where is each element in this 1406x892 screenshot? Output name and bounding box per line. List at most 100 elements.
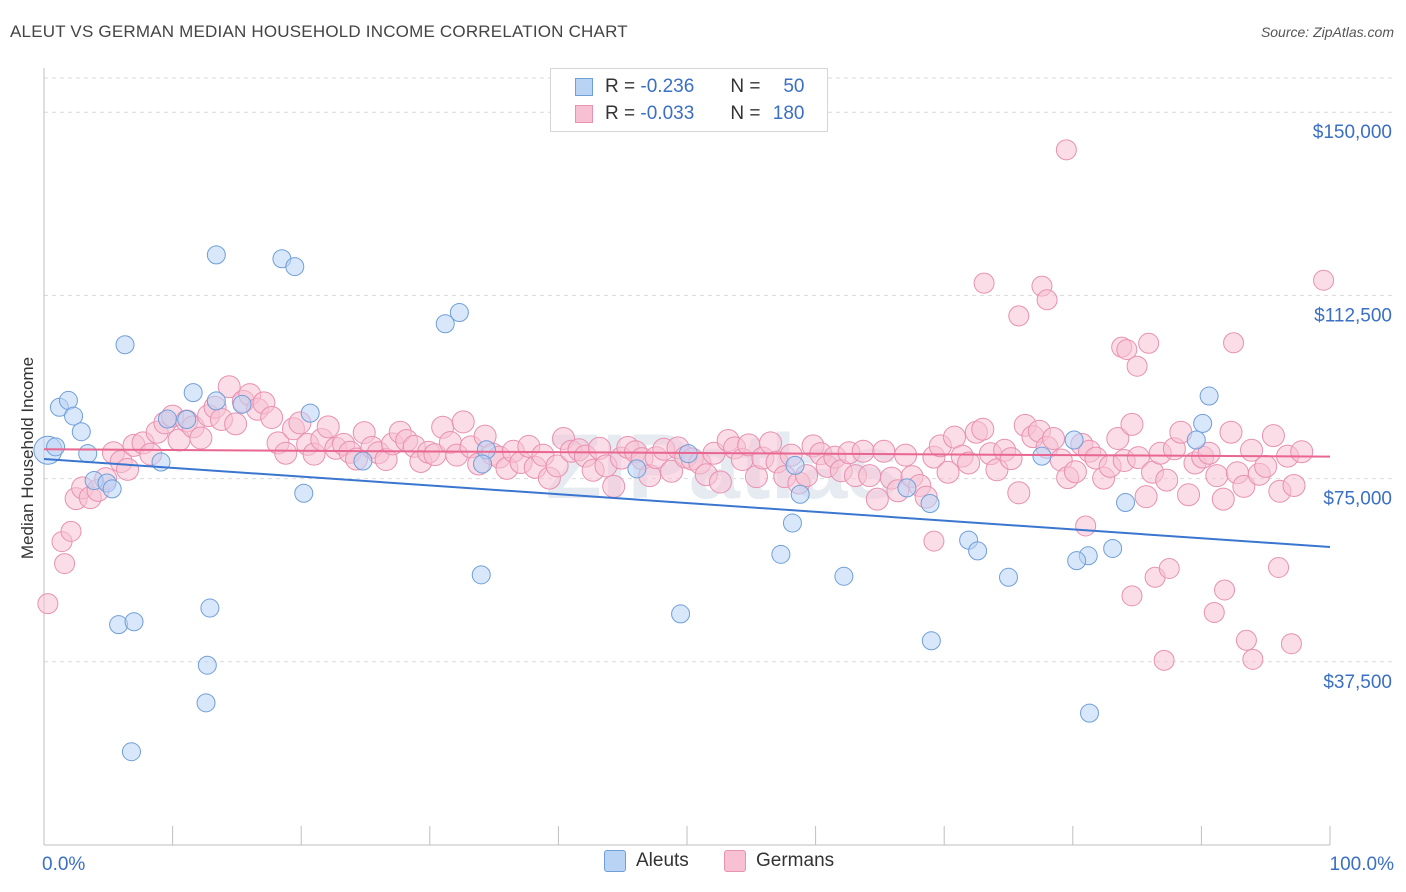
legend-item-germans[interactable]: Germans xyxy=(724,850,834,872)
german-point xyxy=(1268,557,1290,579)
aleut-point xyxy=(206,391,226,411)
german-swatch xyxy=(575,105,593,123)
aleut-point xyxy=(921,631,941,651)
aleut-point xyxy=(1080,703,1100,723)
aleut-point xyxy=(200,598,220,618)
german-point xyxy=(60,520,82,542)
german-point xyxy=(865,487,889,511)
german-point xyxy=(116,457,140,481)
legend-r-label: R = xyxy=(605,103,636,124)
aleut-point xyxy=(1032,446,1052,466)
german-point xyxy=(1232,474,1256,498)
aleut-point xyxy=(196,693,216,713)
aleut-point xyxy=(999,567,1018,587)
german-point xyxy=(957,451,981,475)
german-legend-swatch xyxy=(724,850,746,872)
aleut-point xyxy=(435,314,455,334)
german-point xyxy=(708,470,732,494)
german-point xyxy=(1261,424,1285,448)
aleut-point xyxy=(46,437,66,457)
german-point xyxy=(973,272,995,294)
legend-r-value: -0.236 xyxy=(640,76,695,97)
aleut-point xyxy=(300,403,320,423)
y-tick-label: $112,500 xyxy=(1314,305,1392,326)
aleut-point xyxy=(1064,430,1084,450)
german-point xyxy=(1282,473,1306,497)
german-point xyxy=(999,447,1023,471)
legend-r-value: -0.033 xyxy=(640,103,695,124)
aleut-point xyxy=(1103,538,1123,558)
aleut-point xyxy=(71,422,91,442)
legend-item-aleuts[interactable]: Aleuts xyxy=(604,850,689,872)
aleut-point xyxy=(78,444,98,464)
aleut-point xyxy=(183,383,203,403)
german-point xyxy=(602,474,626,498)
german-point xyxy=(224,412,248,436)
aleut-point xyxy=(1186,430,1206,450)
aleut-point xyxy=(782,513,802,533)
german-point xyxy=(1203,601,1225,623)
aleut-point xyxy=(1116,493,1136,513)
german-point xyxy=(1242,648,1264,670)
german-point xyxy=(1158,557,1180,579)
german-point xyxy=(858,464,882,488)
aleut-points xyxy=(33,245,1219,762)
german-point xyxy=(274,441,298,465)
gridlines xyxy=(44,77,1392,663)
aleut-point xyxy=(64,406,84,426)
german-point xyxy=(872,439,896,463)
aleut-legend-swatch xyxy=(604,850,626,872)
german-point xyxy=(936,460,960,484)
german-point xyxy=(1211,487,1235,511)
aleut-point xyxy=(449,302,469,322)
german-point xyxy=(1134,485,1158,509)
german-point xyxy=(1121,585,1143,607)
aleut-point xyxy=(473,454,493,474)
german-point xyxy=(1120,412,1144,436)
aleut-point xyxy=(232,394,252,414)
legend-n-value: 50 xyxy=(783,76,805,97)
aleut-point xyxy=(790,484,810,504)
chart-title: ALEUT VS GERMAN MEDIAN HOUSEHOLD INCOME … xyxy=(10,22,628,41)
y-tick-label: $75,000 xyxy=(1323,489,1392,510)
legend-r-label: R = xyxy=(605,76,636,97)
german-point xyxy=(1106,427,1130,451)
x-tick-label: 0.0% xyxy=(42,854,85,875)
german-point xyxy=(851,439,875,463)
german-point xyxy=(1280,633,1302,655)
german-points xyxy=(37,139,1335,671)
x-tick-label: 100.0% xyxy=(1330,854,1395,875)
aleut-point xyxy=(897,478,917,498)
aleut-point xyxy=(785,455,805,475)
german-point xyxy=(1214,579,1236,601)
german-point xyxy=(316,415,340,439)
aleut-point xyxy=(115,335,135,355)
correlation-legend: R = -0.236 N = 50 R = -0.033 N = 180 xyxy=(550,68,828,132)
german-point xyxy=(1042,427,1066,451)
aleut-point xyxy=(121,742,141,762)
german-point xyxy=(1126,355,1148,377)
aleut-point xyxy=(102,479,122,499)
aleut-point xyxy=(124,612,144,632)
german-point xyxy=(1138,332,1160,354)
aleut-point xyxy=(294,483,314,503)
german-point xyxy=(971,417,995,441)
aleut-point xyxy=(627,459,647,479)
legend-n-value: 180 xyxy=(772,103,805,124)
aleut-point xyxy=(157,409,177,429)
german-point xyxy=(1177,483,1201,507)
aleut-point xyxy=(471,565,491,585)
german-point xyxy=(1235,629,1257,651)
aleut-trend-line xyxy=(43,458,1331,548)
german-point xyxy=(1313,269,1335,291)
german-point xyxy=(54,553,76,575)
series-legend: Aleuts Germans xyxy=(0,850,1406,878)
german-point xyxy=(660,459,684,483)
legend-n-label: N = xyxy=(730,76,761,97)
german-point xyxy=(923,530,945,552)
german-point xyxy=(1116,339,1138,361)
aleut-point xyxy=(206,245,226,265)
aleut-point xyxy=(834,566,854,586)
german-point xyxy=(37,593,59,615)
